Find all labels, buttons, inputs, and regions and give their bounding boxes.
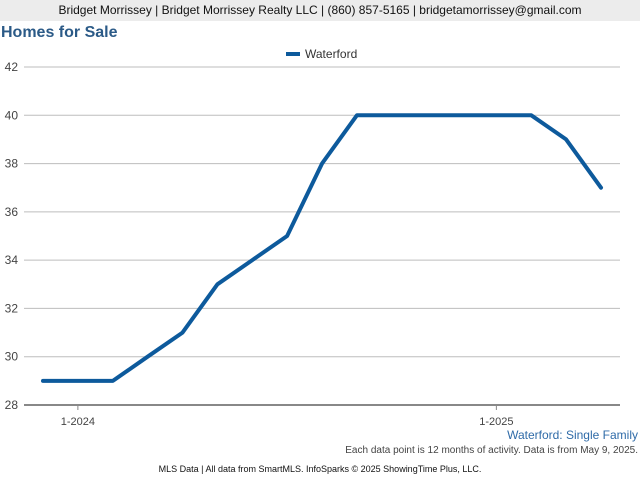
y-tick-label: 40 (5, 108, 19, 122)
series-line-waterford (41, 113, 603, 383)
grid-lines (24, 66, 620, 358)
data-point (41, 379, 45, 383)
data-point (181, 331, 185, 335)
data-point (250, 258, 254, 262)
footer-credit: MLS Data | All data from SmartMLS. InfoS… (158, 464, 482, 474)
data-point (76, 379, 80, 383)
data-point (355, 113, 359, 117)
data-point (494, 113, 498, 117)
data-point (564, 137, 568, 141)
chart-subtitle: Waterford: Single Family (507, 428, 638, 442)
data-point (390, 113, 394, 117)
y-tick-label: 36 (5, 205, 19, 219)
data-point (285, 234, 289, 238)
data-note: Each data point is 12 months of activity… (345, 445, 638, 456)
data-point (215, 282, 219, 286)
y-axis-ticks: 28 30 32 34 36 38 40 42 (5, 60, 19, 412)
data-point (460, 113, 464, 117)
data-point (529, 113, 533, 117)
data-point (599, 186, 603, 190)
contact-header: Bridget Morrissey | Bridget Morrissey Re… (0, 0, 640, 21)
y-tick-label: 30 (5, 350, 19, 364)
data-point (425, 113, 429, 117)
y-tick-label: 28 (5, 398, 19, 412)
x-tick-label: 1-2024 (61, 416, 95, 428)
chart-title: Homes for Sale (1, 24, 118, 41)
y-tick-label: 42 (5, 60, 19, 74)
series-layer (41, 113, 603, 383)
x-axis-ticks: 1-2024 1-2025 (24, 404, 620, 428)
y-tick-label: 34 (5, 253, 19, 267)
x-tick-label: 1-2025 (479, 416, 513, 428)
data-point (111, 379, 115, 383)
y-tick-label: 38 (5, 157, 19, 171)
legend-label: Waterford (305, 47, 357, 61)
data-point (146, 355, 150, 359)
legend: Waterford (286, 47, 357, 61)
y-tick-label: 32 (5, 301, 19, 315)
data-point (320, 162, 324, 166)
